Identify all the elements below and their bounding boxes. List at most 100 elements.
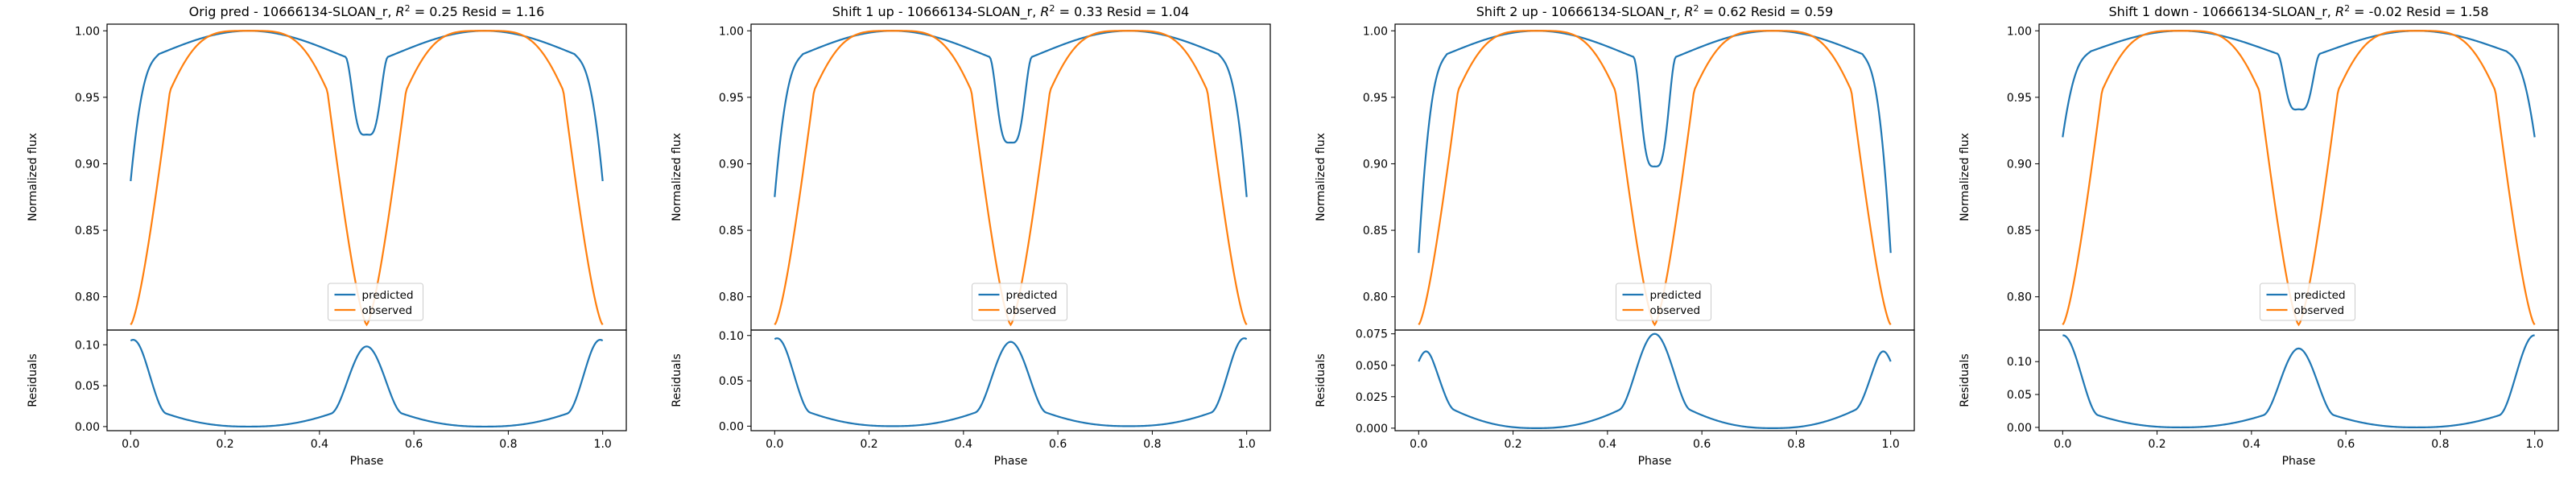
series-observed-line <box>774 30 1248 327</box>
x-tick-label: 1.0 <box>594 438 612 451</box>
x-tick-label: 0.2 <box>860 438 877 451</box>
chart-title: Shift 2 up - 10666134-SLOAN_r, R2 = 0.62… <box>1476 3 1833 20</box>
residual-axes-frame <box>750 329 1271 431</box>
legend-label-predicted: predicted <box>1006 289 1058 302</box>
y-tick-label: 0.80 <box>719 291 744 304</box>
chart-title: Orig pred - 10666134-SLOAN_r, R2 = 0.25 … <box>189 3 545 20</box>
residual-y-tick-label: 0.10 <box>2007 356 2032 369</box>
x-tick-label: 0.4 <box>1599 438 1616 451</box>
y-tick-label: 0.80 <box>2007 291 2032 304</box>
x-tick-label: 0.4 <box>311 438 328 451</box>
y-tick-label: 0.95 <box>1363 92 1388 105</box>
residual-y-tick-label: 0.000 <box>1356 423 1388 436</box>
y-tick-label: 0.85 <box>1363 225 1388 237</box>
residuals-line <box>774 337 1248 427</box>
residual-axes-frame <box>106 329 627 431</box>
residuals-line <box>1418 332 1892 429</box>
x-tick-label: 0.8 <box>1787 438 1805 451</box>
series-observed-line <box>1418 30 1892 327</box>
legend-label-observed: observed <box>362 304 413 317</box>
y-tick-label: 0.85 <box>719 225 744 237</box>
y-tick-label: 0.90 <box>2007 158 2032 171</box>
legend-label-predicted: predicted <box>362 289 414 302</box>
x-tick-label: 0.6 <box>2337 438 2355 451</box>
y-tick-label: 1.00 <box>719 25 744 38</box>
y-tick-label: 1.00 <box>2007 25 2032 38</box>
x-tick-label: 0.2 <box>1504 438 1521 451</box>
x-tick-label: 0.2 <box>2148 438 2165 451</box>
legend-label-observed: observed <box>1006 304 1057 317</box>
legend-box <box>2260 283 2355 321</box>
residual-y-tick-label: 0.050 <box>1356 360 1388 373</box>
y-tick-label: 0.90 <box>719 158 744 171</box>
residual-axis-label: Residuals <box>1315 353 1327 407</box>
residual-y-tick-label: 0.025 <box>1356 391 1388 404</box>
chart-title: Shift 1 down - 10666134-SLOAN_r, R2 = -0… <box>2108 3 2488 20</box>
y-axis-label: Normalized flux <box>27 133 39 221</box>
x-tick-label: 0.0 <box>1410 438 1427 451</box>
legend-label-predicted: predicted <box>2294 289 2346 302</box>
residual-y-tick-label: 0.05 <box>719 375 744 388</box>
residual-y-tick-label: 0.075 <box>1356 328 1388 341</box>
series-predicted-line <box>774 30 1248 197</box>
x-tick-label: 1.0 <box>1238 438 1256 451</box>
legend-label-observed: observed <box>2294 304 2345 317</box>
residual-axes-frame <box>1394 329 1915 431</box>
chart-panel-3: Shift 2 up - 10666134-SLOAN_r, R2 = 0.62… <box>1315 3 1915 468</box>
series-observed-line <box>2062 30 2536 327</box>
y-tick-label: 0.90 <box>75 158 100 171</box>
x-axis-label: Phase <box>350 455 384 468</box>
x-tick-label: 0.6 <box>1693 438 1711 451</box>
x-tick-label: 0.8 <box>2431 438 2449 451</box>
x-tick-label: 0.8 <box>1143 438 1161 451</box>
residual-y-tick-label: 0.05 <box>75 380 100 393</box>
y-tick-label: 0.80 <box>1363 291 1388 304</box>
y-axis-label: Normalized flux <box>1959 133 1971 221</box>
y-axis-label: Normalized flux <box>671 133 683 221</box>
residual-axis-label: Residuals <box>27 353 39 407</box>
y-tick-label: 0.95 <box>2007 92 2032 105</box>
residual-y-tick-label: 0.10 <box>719 330 744 343</box>
x-tick-label: 1.0 <box>2526 438 2544 451</box>
y-tick-label: 0.90 <box>1363 158 1388 171</box>
legend-box <box>328 283 423 321</box>
series-predicted-line <box>1418 30 1892 254</box>
x-tick-label: 0.4 <box>2243 438 2260 451</box>
x-axis-label: Phase <box>1638 455 1672 468</box>
residual-axis-label: Residuals <box>1959 353 1971 407</box>
x-axis-label: Phase <box>2282 455 2316 468</box>
residual-y-tick-label: 0.05 <box>2007 389 2032 402</box>
residual-y-tick-label: 0.00 <box>719 420 744 433</box>
residual-axes-frame <box>2038 329 2559 431</box>
x-tick-label: 0.0 <box>122 438 139 451</box>
x-tick-label: 1.0 <box>1882 438 1900 451</box>
residual-y-tick-label: 0.00 <box>75 421 100 434</box>
legend-label-predicted: predicted <box>1650 289 1702 302</box>
y-tick-label: 0.85 <box>2007 225 2032 237</box>
y-tick-label: 0.85 <box>75 225 100 237</box>
x-tick-label: 0.6 <box>405 438 423 451</box>
x-axis-label: Phase <box>994 455 1028 468</box>
x-tick-label: 0.0 <box>766 438 783 451</box>
x-tick-label: 0.8 <box>499 438 517 451</box>
legend-box <box>972 283 1067 321</box>
x-tick-label: 0.6 <box>1049 438 1067 451</box>
residual-y-tick-label: 0.10 <box>75 339 100 352</box>
chart-title: Shift 1 up - 10666134-SLOAN_r, R2 = 0.33… <box>832 3 1189 20</box>
series-predicted-line <box>2062 30 2536 138</box>
y-tick-label: 0.80 <box>75 291 100 304</box>
y-axis-label: Normalized flux <box>1315 133 1327 221</box>
legend-box <box>1616 283 1711 321</box>
x-tick-label: 0.0 <box>2054 438 2071 451</box>
residual-axis-label: Residuals <box>671 353 683 407</box>
y-tick-label: 0.95 <box>75 92 100 105</box>
series-predicted-line <box>130 30 604 182</box>
y-tick-label: 1.00 <box>75 25 100 38</box>
y-tick-label: 1.00 <box>1363 25 1388 38</box>
series-observed-line <box>130 30 604 327</box>
x-tick-label: 0.2 <box>216 438 233 451</box>
chart-panel-4: Shift 1 down - 10666134-SLOAN_r, R2 = -0… <box>1959 3 2559 468</box>
residuals-line <box>130 338 604 428</box>
x-tick-label: 0.4 <box>955 438 972 451</box>
